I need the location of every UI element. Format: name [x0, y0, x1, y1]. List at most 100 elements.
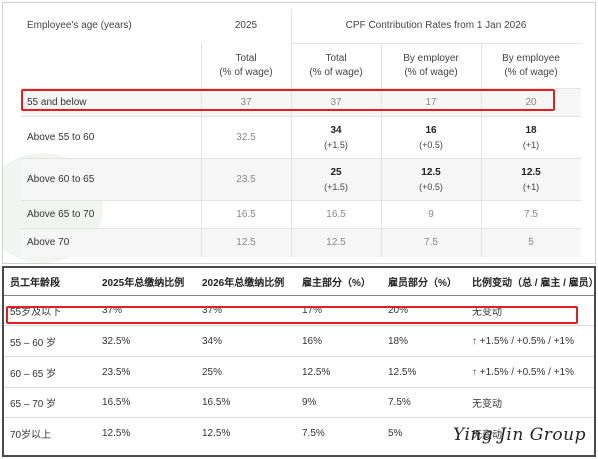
change-cell: 无变动: [472, 429, 502, 441]
subheader-main: Total: [235, 52, 257, 64]
employer-cell: 9: [428, 208, 434, 220]
table-row: 55 – 60 岁 32.5% 34% 16% 18% ↑ +1.5% / +0…: [4, 326, 594, 357]
rate-2025-cell: 23.5: [236, 173, 256, 185]
employee-cell: 12.5%: [388, 366, 417, 378]
age-cell: 55 – 60 岁: [10, 337, 57, 349]
rate-2026-cell: 37%: [202, 305, 223, 316]
column-header: 员工年龄段: [10, 278, 60, 289]
age-cell: 70岁以上: [10, 429, 52, 441]
value: 12.5: [521, 166, 541, 178]
employer-cell: 12.5 (+0.5): [381, 159, 481, 200]
age-cell: 60 – 65 岁: [10, 368, 57, 380]
column-header: 2026年总缴纳比例: [202, 278, 285, 289]
table-row: 55 and below 37 37 17 20: [21, 89, 581, 117]
rate-2025-cell: 23.5%: [102, 366, 131, 378]
total-2026-cell: 12.5: [326, 237, 346, 248]
age-cell: Above 55 to 60: [27, 131, 95, 143]
cpf-rates-title: CPF Contribution Rates from 1 Jan 2026: [345, 20, 527, 31]
age-cell: Above 65 to 70: [27, 208, 95, 220]
employer-cell: 17: [425, 96, 437, 108]
rate-2026-cell: 34%: [202, 335, 223, 347]
employee-cell: 5: [528, 237, 534, 248]
rate-2025-cell: 16.5%: [102, 397, 131, 408]
highlight-box: [21, 89, 555, 111]
rate-2025-cell: 32.5: [236, 131, 256, 143]
employee-cell: 12.5 (+1): [481, 159, 581, 200]
subheader-main: By employee: [502, 52, 560, 64]
rate-2025-cell: 37%: [102, 305, 123, 316]
employee-cell: 18%: [388, 335, 409, 347]
age-cell: Above 70: [27, 237, 70, 248]
total-2026-cell: 25 (+1.5): [291, 159, 381, 200]
total-2026-cell: 34 (+1.5): [291, 117, 381, 158]
rate-2025-cell: 12.5: [236, 237, 256, 248]
employer-cell: 7.5%: [302, 427, 325, 439]
age-cell: 55 and below: [27, 96, 87, 108]
change-cell: ↑ +1.5% / +0.5% / +1%: [472, 366, 575, 378]
rate-2026-cell: 25%: [202, 366, 223, 378]
change-cell: ↑ +1.5% / +0.5% / +1%: [472, 335, 575, 347]
table-header-row: 员工年龄段 2025年总缴纳比例 2026年总缴纳比例 雇主部分（%） 雇员部分…: [4, 268, 594, 296]
rate-2025-cell: 12.5%: [102, 427, 131, 439]
employee-cell: 5%: [388, 427, 403, 439]
table-row: 60 – 65 岁 23.5% 25% 12.5% 12.5% ↑ +1.5% …: [4, 357, 594, 388]
employer-cell: 16%: [302, 335, 323, 347]
change-cell: 无变动: [472, 399, 502, 410]
table-row: Above 60 to 65 23.5 25 (+1.5) 12.5 (+0.5…: [21, 159, 581, 201]
chinese-rate-table-panel: 员工年龄段 2025年总缴纳比例 2026年总缴纳比例 雇主部分（%） 雇员部分…: [2, 266, 596, 457]
table-header-row-2: Total (% of wage) Total (% of wage) By e…: [21, 43, 581, 89]
table-row: 70岁以上 12.5% 12.5% 7.5% 5% 无变动: [4, 418, 594, 448]
age-cell: 55岁及以下: [10, 307, 62, 318]
subheader-unit: (% of wage): [404, 66, 458, 78]
change: (+1): [522, 181, 540, 192]
employee-cell: 20: [525, 96, 537, 108]
column-header: 雇员部分（%）: [388, 278, 457, 289]
table-row: 55岁及以下 37% 37% 17% 20% 无变动: [4, 296, 594, 326]
subheader-employee: By employee (% of wage): [481, 43, 581, 88]
rate-2025-cell: 32.5%: [102, 335, 131, 347]
age-column-header: Employee's age (years): [27, 20, 132, 31]
employee-cell: 20%: [388, 305, 409, 316]
table-row: Above 65 to 70 16.5 16.5 9 7.5: [21, 201, 581, 229]
employer-cell: 9%: [302, 397, 317, 408]
subheader-unit: (% of wage): [309, 66, 363, 78]
table-row: 65 – 70 岁 16.5% 16.5% 9% 7.5% 无变动: [4, 388, 594, 418]
subheader-2026-total: Total (% of wage): [291, 43, 381, 88]
column-header: 比例变动（总 / 雇主 / 雇员）: [472, 278, 596, 289]
subheader-employer: By employer (% of wage): [381, 43, 481, 88]
age-cell: 65 – 70 岁: [10, 399, 57, 410]
employer-cell: 16 (+0.5): [381, 117, 481, 158]
total-2026-cell: 37: [330, 96, 342, 108]
value: 18: [525, 124, 537, 136]
change: (+0.5): [419, 139, 443, 150]
column-header: 雇主部分（%）: [302, 278, 371, 289]
table-row: Above 55 to 60 32.5 34 (+1.5) 16 (+0.5) …: [21, 117, 581, 159]
rate-2026-cell: 12.5%: [202, 427, 231, 439]
column-header: 2025年总缴纳比例: [102, 278, 185, 289]
subheader-main: By employer: [403, 52, 459, 64]
employee-cell: 7.5%: [388, 397, 411, 408]
signature-watermark: Ying Jin Group: [453, 425, 586, 445]
rate-2025-cell: 16.5: [236, 208, 256, 220]
value: 25: [330, 166, 342, 178]
employer-cell: 12.5%: [302, 366, 331, 378]
value: 16: [425, 124, 437, 136]
value: 34: [330, 124, 342, 136]
change: (+1.5): [324, 139, 348, 150]
age-cell: Above 60 to 65: [27, 173, 95, 185]
employer-cell: 17%: [302, 305, 323, 316]
employee-cell: 18 (+1): [481, 117, 581, 158]
rate-2026-cell: 16.5%: [202, 397, 231, 408]
change: (+1.5): [324, 181, 348, 192]
subheader-unit: (% of wage): [504, 66, 558, 78]
table-header-row-1: Employee's age (years) 2025 CPF Contribu…: [21, 9, 581, 43]
year-2025-header: 2025: [234, 20, 258, 31]
rate-2025-cell: 37: [240, 96, 252, 108]
employee-cell: 7.5: [524, 208, 538, 220]
highlight-box: [6, 306, 578, 324]
english-rate-table-panel: Employee's age (years) 2025 CPF Contribu…: [2, 2, 596, 264]
change-cell: 无变动: [472, 307, 502, 318]
total-2026-cell: 16.5: [326, 208, 346, 220]
subheader-unit: (% of wage): [219, 66, 273, 78]
table-row: Above 70 12.5 12.5 7.5 5: [21, 229, 581, 257]
